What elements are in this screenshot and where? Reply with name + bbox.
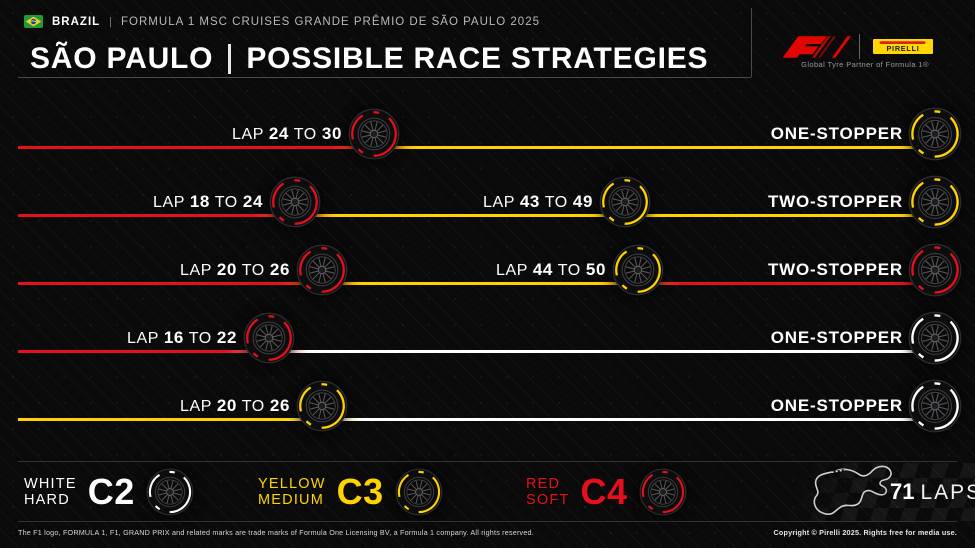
country-label: BRAZIL [52, 15, 101, 28]
footer-copyright-text: Copyright © Pirelli 2025. Rights free fo… [773, 528, 957, 537]
pit-window-label: LAP 20 TO 26 [180, 396, 290, 415]
tyre-medium-icon [908, 175, 962, 229]
pit-tyre-marker [348, 108, 400, 160]
tyre-soft-icon [639, 468, 686, 516]
stopper-label: ONE-STOPPER [770, 124, 903, 143]
strategy-line [18, 213, 955, 217]
pit-tyre-marker [296, 380, 348, 432]
compound-code: C3 [336, 471, 384, 512]
stopper-label: TWO-STOPPER [767, 192, 903, 211]
legend-rule-top [18, 461, 957, 462]
circuit-map-icon [813, 465, 892, 515]
legend-item-medium: YELLOW MEDIUM C3 [258, 464, 443, 520]
strategy-line [18, 349, 955, 353]
compound-name: YELLOW MEDIUM [258, 476, 326, 508]
pit-window-label: LAP 20 TO 26 [180, 260, 290, 279]
page-title-right: POSSIBLE RACE STRATEGIES [246, 42, 709, 75]
stopper-label: ONE-STOPPER [770, 396, 903, 415]
header-vertical-rule [751, 8, 752, 77]
final-stint-tyre [908, 311, 962, 365]
brazil-flag-icon [24, 15, 43, 28]
pit-window-label: LAP 43 TO 49 [483, 192, 593, 211]
page-title: SÃO PAULO POSSIBLE RACE STRATEGIES [30, 40, 708, 78]
pit-tyre-marker [243, 312, 295, 364]
legend-tyre [395, 468, 443, 516]
final-stint-tyre [908, 107, 962, 161]
tyre-hard-icon [908, 379, 962, 433]
pit-window-label: LAP 18 TO 24 [153, 192, 263, 211]
stopper-label: TWO-STOPPER [767, 260, 903, 279]
pirelli-logo-text: PIRELLI [886, 44, 919, 53]
tyre-soft-icon [296, 244, 348, 296]
partner-caption: Global Tyre Partner of Formula 1® [801, 60, 929, 69]
compound-name: RED SOFT [526, 476, 570, 508]
logo-divider [859, 34, 860, 59]
title-divider [228, 44, 232, 74]
legend-rule-bottom [18, 521, 957, 522]
tyre-soft-icon [908, 243, 962, 297]
pit-tyre-marker [296, 244, 348, 296]
compound-code: C4 [580, 471, 628, 512]
pirelli-logo-icon: PIRELLI [873, 39, 933, 54]
compound-code: C2 [87, 471, 135, 512]
strategy-line [18, 145, 955, 149]
tyre-medium-icon [296, 380, 348, 432]
strategy-line [18, 281, 955, 285]
header-rule [18, 77, 751, 78]
pit-tyre-marker [612, 244, 664, 296]
final-stint-tyre [908, 175, 962, 229]
tyre-soft-icon [269, 176, 321, 228]
tyre-medium-icon [908, 107, 962, 161]
tyre-medium-icon [599, 176, 651, 228]
lap-count-label: LAPS [920, 481, 975, 504]
pit-window-label: LAP 24 TO 30 [232, 124, 342, 143]
pit-window-label: LAP 44 TO 50 [496, 260, 606, 279]
tyre-hard-icon [146, 468, 194, 516]
f1-logo-icon [782, 36, 851, 58]
tyre-soft-icon [348, 108, 400, 160]
header-strip: BRAZIL | FORMULA 1 MSC CRUISES GRANDE PR… [24, 15, 540, 28]
strategy-line [18, 417, 955, 421]
compound-name: WHITE HARD [24, 476, 77, 508]
tyre-soft-icon [243, 312, 295, 364]
legend-tyre [146, 468, 194, 516]
legend-tyre [639, 468, 687, 516]
pit-tyre-marker [269, 176, 321, 228]
pit-tyre-marker [599, 176, 651, 228]
final-stint-tyre [908, 379, 962, 433]
final-stint-tyre [908, 243, 962, 297]
tyre-medium-icon [612, 244, 664, 296]
lap-count: 71 LAPS [890, 479, 975, 505]
header-separator: | [109, 15, 113, 28]
tyre-hard-icon [908, 311, 962, 365]
tyre-medium-icon [395, 468, 443, 516]
legend-item-hard: WHITE HARD C2 [24, 464, 194, 520]
pit-window-label: LAP 16 TO 22 [127, 328, 237, 347]
footer-legal-text: The F1 logo, FORMULA 1, F1, GRAND PRIX a… [18, 528, 534, 537]
lap-count-value: 71 [890, 479, 915, 504]
legend-item-soft: RED SOFT C4 [526, 464, 687, 520]
page-title-left: SÃO PAULO [30, 42, 214, 75]
event-title: FORMULA 1 MSC CRUISES GRANDE PRÊMIO DE S… [121, 15, 540, 28]
stopper-label: ONE-STOPPER [770, 328, 903, 347]
